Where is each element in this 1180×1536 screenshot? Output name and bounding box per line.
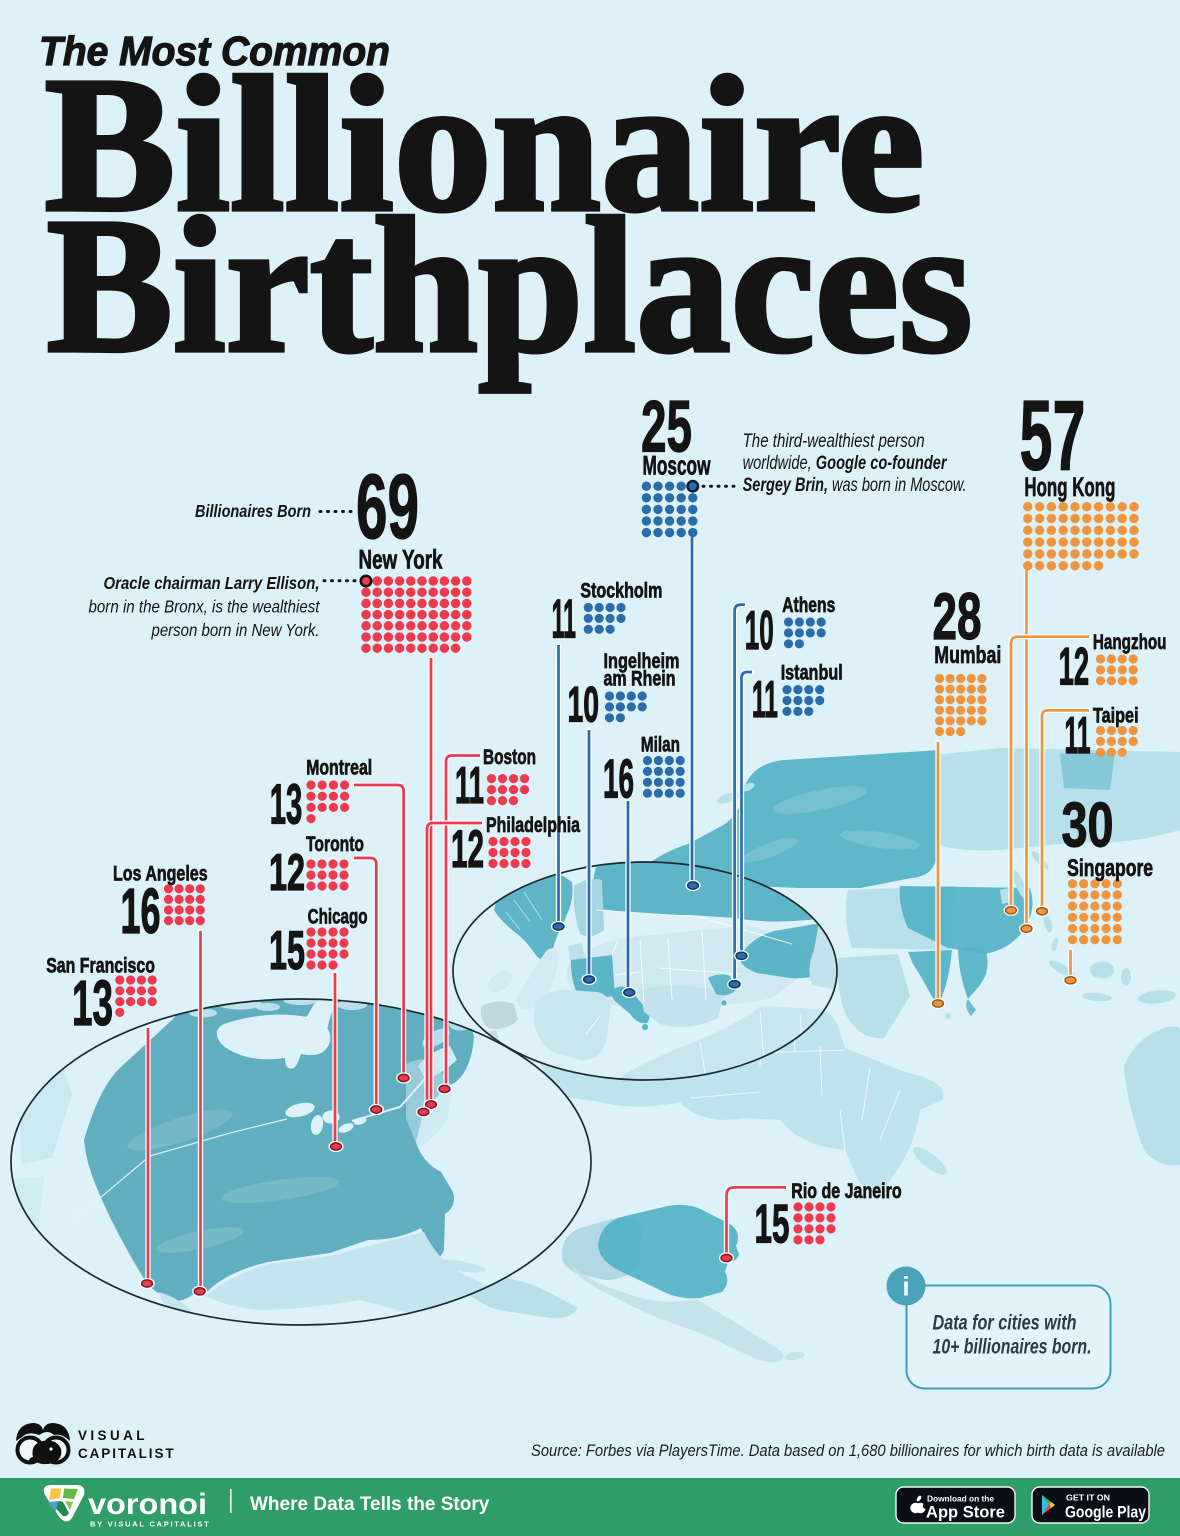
svg-text:i: i — [902, 1272, 910, 1302]
svg-text:25: 25 — [641, 384, 692, 467]
svg-text:10: 10 — [568, 675, 600, 732]
svg-text:New York: New York — [359, 545, 444, 575]
svg-text:57: 57 — [1020, 379, 1086, 490]
svg-text:13: 13 — [72, 967, 113, 1039]
svg-text:11: 11 — [455, 757, 484, 815]
svg-text:Toronto: Toronto — [306, 832, 364, 856]
svg-text:11: 11 — [552, 588, 576, 650]
svg-text:Ingelheim: Ingelheim — [604, 649, 680, 673]
svg-text:11: 11 — [752, 671, 778, 729]
svg-text:worldwide, Google co-founder: worldwide, Google co-founder — [743, 453, 948, 474]
svg-text:Taipei: Taipei — [1093, 704, 1139, 728]
svg-text:16: 16 — [121, 875, 161, 947]
svg-text:Sergey Brin, was born in Mosco: Sergey Brin, was born in Moscow. — [743, 475, 967, 496]
svg-text:person born in New York.: person born in New York. — [151, 620, 320, 640]
svg-text:San Francisco: San Francisco — [46, 953, 155, 977]
svg-text:16: 16 — [603, 748, 634, 810]
svg-text:12: 12 — [269, 844, 305, 902]
svg-text:Los Angeles: Los Angeles — [113, 861, 208, 885]
svg-text:Data for cities with: Data for cities with — [933, 1312, 1077, 1335]
svg-text:Milan: Milan — [641, 733, 680, 757]
svg-text:30: 30 — [1062, 790, 1114, 860]
svg-text:12: 12 — [1059, 637, 1090, 696]
svg-text:Oracle chairman Larry Ellison,: Oracle chairman Larry Ellison, — [104, 573, 320, 593]
svg-text:Download on the: Download on the — [927, 1494, 994, 1504]
svg-text:The third-wealthiest person: The third-wealthiest person — [743, 431, 925, 452]
svg-text:BY VISUAL CAPITALIST: BY VISUAL CAPITALIST — [90, 1520, 211, 1529]
svg-text:App Store: App Store — [926, 1504, 1005, 1522]
svg-text:69: 69 — [356, 456, 419, 558]
svg-text:Billionaire: Billionaire — [45, 37, 925, 252]
svg-text:The Most Common: The Most Common — [39, 28, 390, 74]
svg-text:Boston: Boston — [483, 745, 536, 769]
svg-text:10: 10 — [745, 599, 774, 661]
svg-text:voronoi: voronoi — [88, 1488, 207, 1521]
svg-text:11: 11 — [1065, 707, 1091, 765]
svg-text:Montreal: Montreal — [306, 756, 372, 780]
svg-text:Hangzhou: Hangzhou — [1093, 630, 1167, 654]
svg-text:Chicago: Chicago — [308, 905, 368, 929]
svg-text:Where Data Tells the Story: Where Data Tells the Story — [250, 1494, 490, 1515]
svg-text:am Rhein: am Rhein — [604, 666, 676, 690]
svg-text:10+ billionaires born.: 10+ billionaires born. — [933, 1336, 1092, 1359]
svg-text:Billionaires Born: Billionaires Born — [195, 501, 311, 521]
svg-text:28: 28 — [933, 580, 982, 653]
svg-text:13: 13 — [270, 773, 303, 837]
svg-text:born in the Bronx, is the weal: born in the Bronx, is the wealthiest — [89, 597, 321, 617]
svg-text:12: 12 — [451, 820, 484, 879]
svg-text:CAPITALIST: CAPITALIST — [78, 1446, 176, 1461]
svg-text:Source: Forbes via PlayersTime: Source: Forbes via PlayersTime. Data bas… — [531, 1442, 1165, 1460]
svg-text:Birthplaces: Birthplaces — [47, 178, 973, 393]
svg-text:Istanbul: Istanbul — [781, 661, 843, 685]
svg-text:VISUAL: VISUAL — [78, 1428, 148, 1443]
svg-text:Philadelphia: Philadelphia — [486, 813, 581, 837]
svg-text:Google Play: Google Play — [1065, 1504, 1147, 1522]
svg-text:Moscow: Moscow — [643, 451, 712, 481]
svg-text:Mumbai: Mumbai — [934, 642, 1001, 669]
svg-text:15: 15 — [755, 1193, 790, 1255]
svg-text:Athens: Athens — [782, 593, 835, 617]
svg-text:15: 15 — [269, 919, 305, 981]
svg-text:Rio de Janeiro: Rio de Janeiro — [791, 1179, 901, 1203]
svg-text:Singapore: Singapore — [1067, 855, 1153, 882]
svg-text:Hong Kong: Hong Kong — [1024, 472, 1115, 502]
svg-text:GET IT ON: GET IT ON — [1066, 1493, 1110, 1503]
svg-text:Stockholm: Stockholm — [580, 578, 662, 602]
